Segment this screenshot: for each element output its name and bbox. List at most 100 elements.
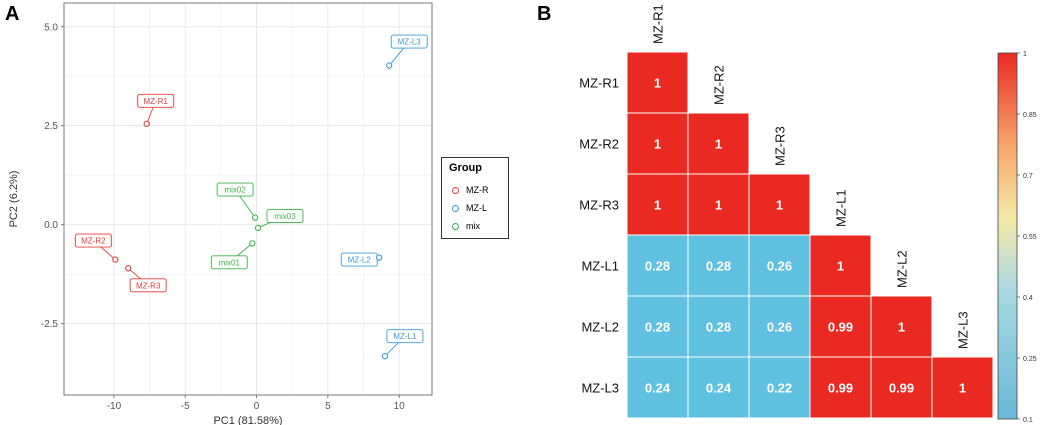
cell-value-label: 0.99 [828, 381, 853, 396]
x-tick-label: -10 [107, 401, 122, 412]
cell-value-label: 1 [715, 198, 722, 213]
colorbar-tick-label: 0.85 [1023, 112, 1037, 119]
legend-label-mz-r: MZ-R [466, 185, 489, 195]
colorbar-tick-label: 1 [1023, 51, 1027, 58]
column-label: MZ-R3 [773, 126, 788, 166]
row-label: MZ-L1 [581, 259, 619, 274]
heatmap-cell [687, 112, 750, 175]
cell-value-label: 0.24 [645, 381, 671, 396]
colorbar-tick-label: 0.7 [1023, 173, 1033, 180]
column-label: MZ-L3 [956, 311, 971, 349]
heatmap-cell [931, 356, 994, 419]
point-label: mix02 [224, 186, 246, 195]
cell-value-label: 0.24 [706, 381, 732, 396]
point-label: MZ-R2 [81, 237, 106, 246]
cell-value-label: 0.28 [706, 259, 731, 274]
cell-value-label: 1 [776, 198, 783, 213]
cell-value-label: 1 [654, 137, 661, 152]
point-label-box [216, 182, 254, 197]
heatmap-cell [626, 295, 689, 358]
point-label: MZ-R1 [144, 97, 169, 106]
legend-item-mix: mix [452, 221, 480, 231]
point-label-box [210, 255, 248, 270]
y-tick-label: 0.0 [44, 220, 58, 231]
legend-label-mix: mix [466, 221, 480, 231]
panel-b-label: B [537, 3, 552, 25]
pca-legend: Group MZ-R MZ-L mix [441, 157, 509, 239]
x-tick-label: 5 [325, 401, 331, 412]
cell-value-label: 0.28 [706, 320, 731, 335]
column-label: MZ-R1 [651, 4, 666, 44]
legend-item-mz-l: MZ-L [452, 203, 487, 213]
cell-value-label: 0.99 [889, 381, 914, 396]
x-tick-label: 10 [394, 401, 406, 412]
colorbar-tick-label: 0.55 [1023, 234, 1037, 241]
row-label: MZ-L2 [581, 320, 619, 335]
x-tick-label: -5 [181, 401, 190, 412]
heatmap-cell [626, 112, 689, 175]
heatmap-cell [626, 173, 689, 236]
cell-value-label: 1 [654, 198, 661, 213]
y-axis-title: PC2 (6.2%) [8, 171, 20, 228]
row-label: MZ-R3 [579, 198, 619, 213]
colorbar-tick-label: 0.4 [1023, 295, 1033, 302]
point-label-box [137, 93, 175, 108]
heatmap-cell [687, 356, 750, 419]
cell-value-label: 1 [837, 259, 844, 274]
point-label-box [266, 208, 304, 223]
panel-a-label: A [5, 3, 20, 25]
pca-scatter-plot: -10 -5 0 5 10 -2.5 0.0 2.5 5.0 PC1 (81.58%) PC2 (6… [8, 2, 433, 425]
data-point [381, 353, 389, 360]
heatmap-cell [748, 356, 811, 419]
heatmap-cell [687, 234, 750, 297]
colorbar-tick-label: 0.1 [1023, 417, 1033, 424]
heatmap-cell [687, 295, 750, 358]
cell-value-label: 0.28 [645, 259, 670, 274]
colorbar-tick-label: 0.25 [1023, 356, 1037, 363]
point-label-box [129, 278, 167, 293]
data-point [249, 240, 256, 247]
plot-border [63, 2, 433, 396]
point-label: MZ-L3 [398, 38, 422, 47]
data-point [386, 62, 393, 69]
column-label: MZ-L2 [895, 250, 910, 288]
data-point [254, 224, 262, 232]
data-point [125, 265, 132, 272]
data-point [112, 256, 119, 263]
heatmap-cell [626, 51, 689, 114]
heatmap-cell [809, 356, 872, 419]
correlation-heatmap: MZ-R1 MZ-R2 MZ-R3 MZ-L1 MZ-L2 MZ-L3 MZ-R1 MZ-R2… [579, 4, 1037, 424]
x-axis-title: PC1 (81.58%) [213, 415, 282, 425]
y-tick-label: -2.5 [41, 319, 59, 330]
legend-dot-mz-r [452, 187, 459, 195]
cell-value-label: 1 [715, 137, 722, 152]
legend-dot-mz-l [452, 205, 459, 213]
colorbar [997, 52, 1018, 420]
cell-value-label: 0.22 [767, 381, 792, 396]
legend-label-mz-l: MZ-L [466, 203, 487, 213]
data-point [251, 214, 259, 221]
point-label: mix03 [274, 212, 296, 221]
cell-value-label: 1 [654, 76, 661, 91]
legend-item-mz-r: MZ-R [452, 185, 489, 195]
row-label: MZ-R1 [579, 76, 619, 91]
point-label-box [390, 34, 428, 49]
point-label: MZ-L1 [393, 332, 417, 341]
point-label-box [386, 329, 424, 344]
cell-value-label: 0.26 [767, 259, 792, 274]
cell-value-label: 0.99 [828, 320, 853, 335]
column-label: MZ-R2 [712, 65, 727, 105]
legend-dot-mix [452, 223, 459, 231]
column-label: MZ-L1 [834, 189, 849, 227]
heatmap-cell [626, 356, 689, 419]
heatmap-cell [870, 295, 933, 358]
cell-value-label: 1 [898, 320, 905, 335]
point-label: MZ-R3 [136, 281, 161, 290]
heatmap-cell [870, 356, 933, 419]
cell-value-label: 1 [959, 381, 966, 396]
cell-value-label: 0.28 [645, 320, 670, 335]
point-label: mix01 [219, 258, 241, 267]
legend-title: Group [449, 162, 482, 174]
row-label: MZ-R2 [579, 137, 619, 152]
data-point [376, 254, 383, 261]
